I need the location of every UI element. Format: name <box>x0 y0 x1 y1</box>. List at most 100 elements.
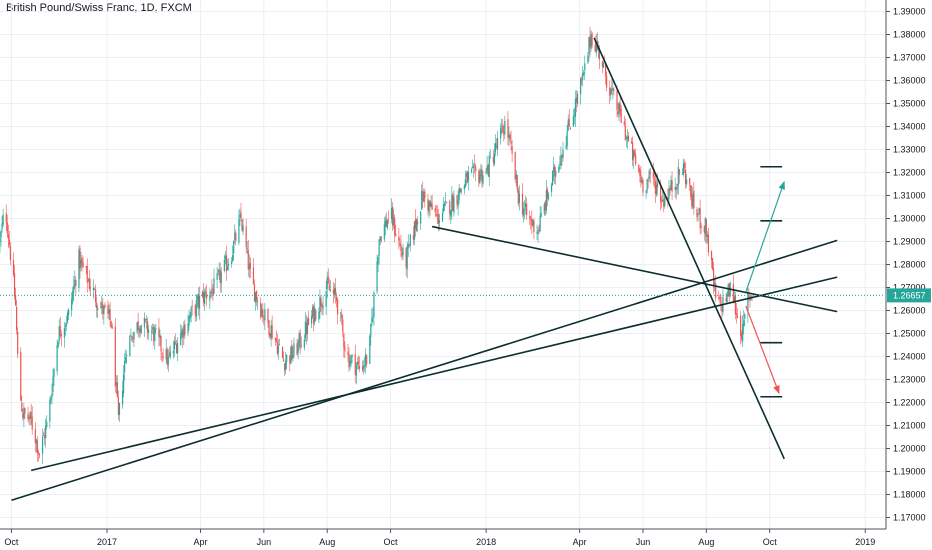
candle-body <box>333 288 336 295</box>
candle-body <box>446 202 448 204</box>
candle-body <box>550 184 553 192</box>
candle-body <box>664 196 666 207</box>
candle-body <box>139 328 141 333</box>
candle-body <box>529 216 531 219</box>
candle-body <box>102 304 104 315</box>
candle-body <box>620 108 622 123</box>
candle-body <box>509 134 511 140</box>
candlestick-series <box>0 26 753 464</box>
time-axis[interactable]: Oct 2017 Apr Jun Aug Oct 2018 Apr Jun Aug Oct 2019 <box>4 529 875 547</box>
candle-body <box>383 224 385 240</box>
candle-body <box>589 36 591 48</box>
candle-body <box>693 190 695 209</box>
candle-body <box>147 329 150 333</box>
candle-body <box>561 154 563 158</box>
candle-body <box>38 453 41 455</box>
candle-body <box>129 336 131 356</box>
grid-layer <box>0 0 885 529</box>
candle-body <box>190 307 192 317</box>
candle-body <box>100 307 102 309</box>
candle-body <box>363 365 366 367</box>
candle-body <box>45 425 47 439</box>
candle-body <box>558 166 560 173</box>
candle-body <box>268 320 270 335</box>
time-tick-label: Oct <box>4 537 19 547</box>
candle-body <box>50 397 52 401</box>
candle-body <box>24 407 26 414</box>
candle-body <box>524 203 527 208</box>
candle-body <box>263 318 265 320</box>
candle-body <box>1 223 3 230</box>
candle-body <box>107 305 109 315</box>
candle-body <box>711 258 714 270</box>
price-tick-label: 1.31000 <box>893 191 926 201</box>
candle-body <box>566 130 568 147</box>
candle-body <box>646 179 648 191</box>
candle-body <box>630 141 633 144</box>
candle-body <box>696 209 698 218</box>
candle-body <box>379 236 381 240</box>
candle-body <box>108 309 110 314</box>
candle-body <box>475 166 477 172</box>
candle-body <box>89 286 91 289</box>
price-tick-label: 1.36000 <box>893 76 926 86</box>
candle-body <box>234 232 236 241</box>
candle-body <box>500 128 502 139</box>
candle-body <box>706 234 708 238</box>
candle-body <box>715 283 717 299</box>
candle-body <box>452 194 454 211</box>
candle-body <box>160 335 162 352</box>
candle-body <box>313 305 315 324</box>
candle-body <box>140 325 142 334</box>
candle-body <box>327 276 329 284</box>
candle-body <box>412 235 415 240</box>
candle-body <box>71 299 73 311</box>
candle-body <box>588 37 590 55</box>
candle-body <box>539 216 541 232</box>
candle-body <box>703 226 705 233</box>
price-tick-label: 1.26000 <box>893 306 926 316</box>
price-axis[interactable]: 1.17000 1.18000 1.19000 1.20000 1.21000 1.220… <box>886 7 926 523</box>
candle-body <box>619 103 621 111</box>
candle-body <box>124 361 126 373</box>
candle-body <box>670 180 672 190</box>
candle-body <box>610 88 612 94</box>
candle-body <box>355 365 357 376</box>
candle-body <box>326 277 328 290</box>
candle-body <box>159 335 161 339</box>
candle-body <box>456 195 458 205</box>
candle-body <box>206 294 208 299</box>
candle-body <box>602 62 605 68</box>
candle-body <box>450 210 452 217</box>
candle-body <box>21 402 23 412</box>
candle-body <box>522 209 525 216</box>
candle-body <box>740 315 742 336</box>
candle-body <box>377 256 379 264</box>
candle-body <box>734 295 737 315</box>
candle-body <box>466 172 469 183</box>
candle-body <box>202 292 205 303</box>
candle-body <box>735 313 738 315</box>
time-tick-label: 2018 <box>476 537 496 547</box>
candle-body <box>96 302 98 309</box>
candle-body <box>559 163 561 166</box>
candle-body <box>303 339 305 348</box>
candle-body <box>173 341 176 350</box>
candle-body <box>114 326 116 387</box>
candle-body <box>384 220 386 227</box>
candle-body <box>725 298 727 301</box>
candle-body <box>325 291 327 307</box>
candle-body <box>611 88 613 90</box>
candle-body <box>49 399 51 422</box>
candle-body <box>356 362 358 366</box>
candle-body <box>347 351 349 355</box>
candle-body <box>604 62 607 76</box>
candle-body <box>351 354 353 358</box>
candle-body <box>111 326 113 329</box>
candle-body <box>361 366 364 371</box>
candle-body <box>606 75 608 88</box>
candle-body <box>582 72 584 80</box>
candle-body <box>44 434 46 439</box>
candle-body <box>493 153 496 165</box>
